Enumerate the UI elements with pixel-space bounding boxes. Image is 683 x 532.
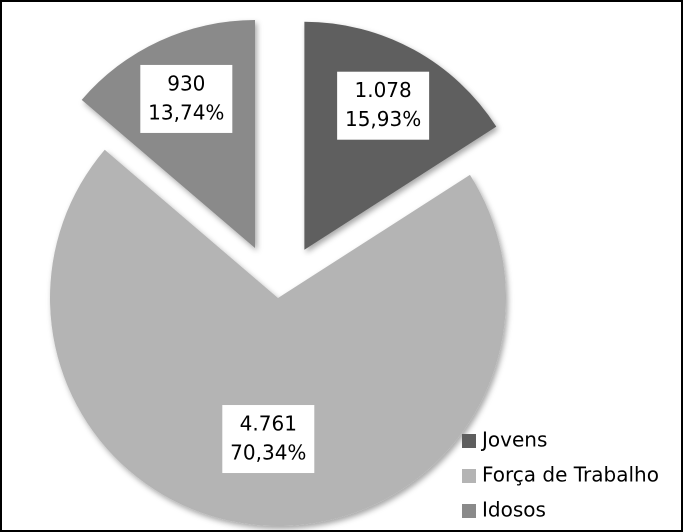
percentage-label: 13,74% [148, 100, 224, 124]
pie-slice [50, 149, 506, 526]
percentage-label: 70,34% [230, 441, 306, 465]
legend-swatch [462, 434, 476, 448]
percentage-label: 15,93% [345, 107, 421, 131]
label-box [222, 405, 315, 474]
plot-area: 1.078 15,93% 4.761 70,34% 930 13,74% [50, 20, 506, 526]
legend-swatch [462, 469, 476, 483]
legend-swatch [462, 504, 476, 518]
value-label: 930 [167, 71, 205, 95]
legend-label: Força de Trabalho [482, 463, 659, 487]
label-box [140, 64, 233, 133]
value-label: 1.078 [354, 78, 411, 102]
legend-label: Idosos [482, 498, 546, 522]
legend-label: Jovens [480, 428, 547, 452]
value-label: 4.761 [240, 412, 297, 436]
label-box [337, 71, 430, 140]
